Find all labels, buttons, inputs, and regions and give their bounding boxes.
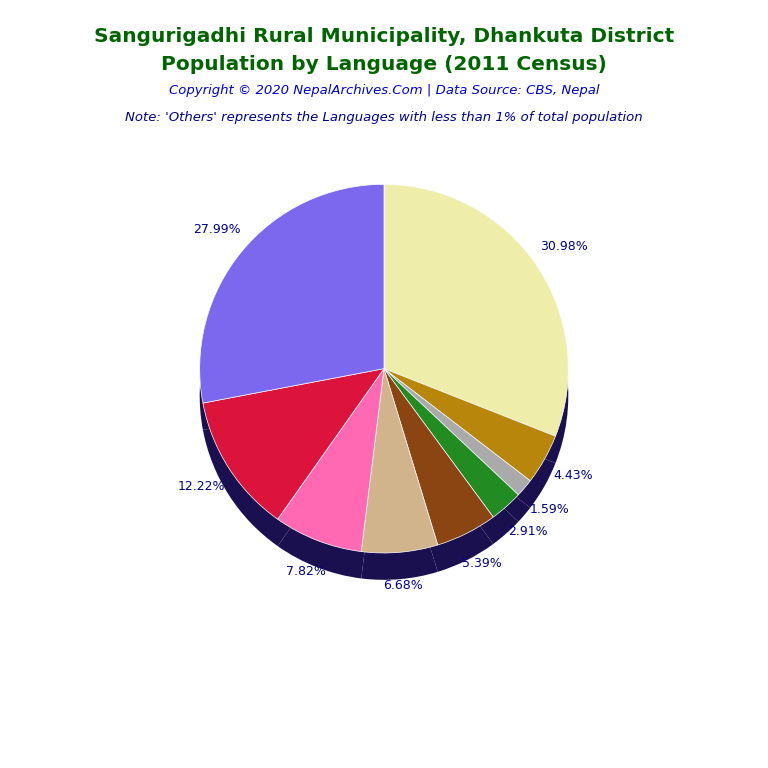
Wedge shape xyxy=(384,369,518,517)
Wedge shape xyxy=(384,369,555,481)
Wedge shape xyxy=(384,211,568,463)
Wedge shape xyxy=(278,369,384,551)
Wedge shape xyxy=(200,211,384,430)
Text: Population by Language (2011 Census): Population by Language (2011 Census) xyxy=(161,55,607,74)
Wedge shape xyxy=(384,369,493,545)
Wedge shape xyxy=(203,396,384,546)
Wedge shape xyxy=(384,396,530,521)
Wedge shape xyxy=(200,184,384,403)
Text: 12.22%: 12.22% xyxy=(177,480,225,493)
Text: Note: 'Others' represents the Languages with less than 1% of total population: Note: 'Others' represents the Languages … xyxy=(125,111,643,124)
Text: 27.99%: 27.99% xyxy=(193,223,240,237)
Text: 5.39%: 5.39% xyxy=(462,557,502,570)
Wedge shape xyxy=(278,396,384,578)
Text: 6.68%: 6.68% xyxy=(382,579,422,592)
Wedge shape xyxy=(384,396,493,572)
Text: 4.43%: 4.43% xyxy=(554,469,593,482)
Text: 7.82%: 7.82% xyxy=(286,565,326,578)
Wedge shape xyxy=(384,369,530,495)
Wedge shape xyxy=(384,396,518,544)
Wedge shape xyxy=(361,369,438,553)
Text: Copyright © 2020 NepalArchives.Com | Data Source: CBS, Nepal: Copyright © 2020 NepalArchives.Com | Dat… xyxy=(169,84,599,98)
Text: 2.91%: 2.91% xyxy=(508,525,548,538)
Wedge shape xyxy=(384,184,568,436)
Wedge shape xyxy=(361,396,438,580)
Wedge shape xyxy=(203,369,384,519)
Text: 30.98%: 30.98% xyxy=(540,240,588,253)
Wedge shape xyxy=(384,396,555,508)
Text: Sangurigadhi Rural Municipality, Dhankuta District: Sangurigadhi Rural Municipality, Dhankut… xyxy=(94,27,674,46)
Text: 1.59%: 1.59% xyxy=(530,503,570,516)
